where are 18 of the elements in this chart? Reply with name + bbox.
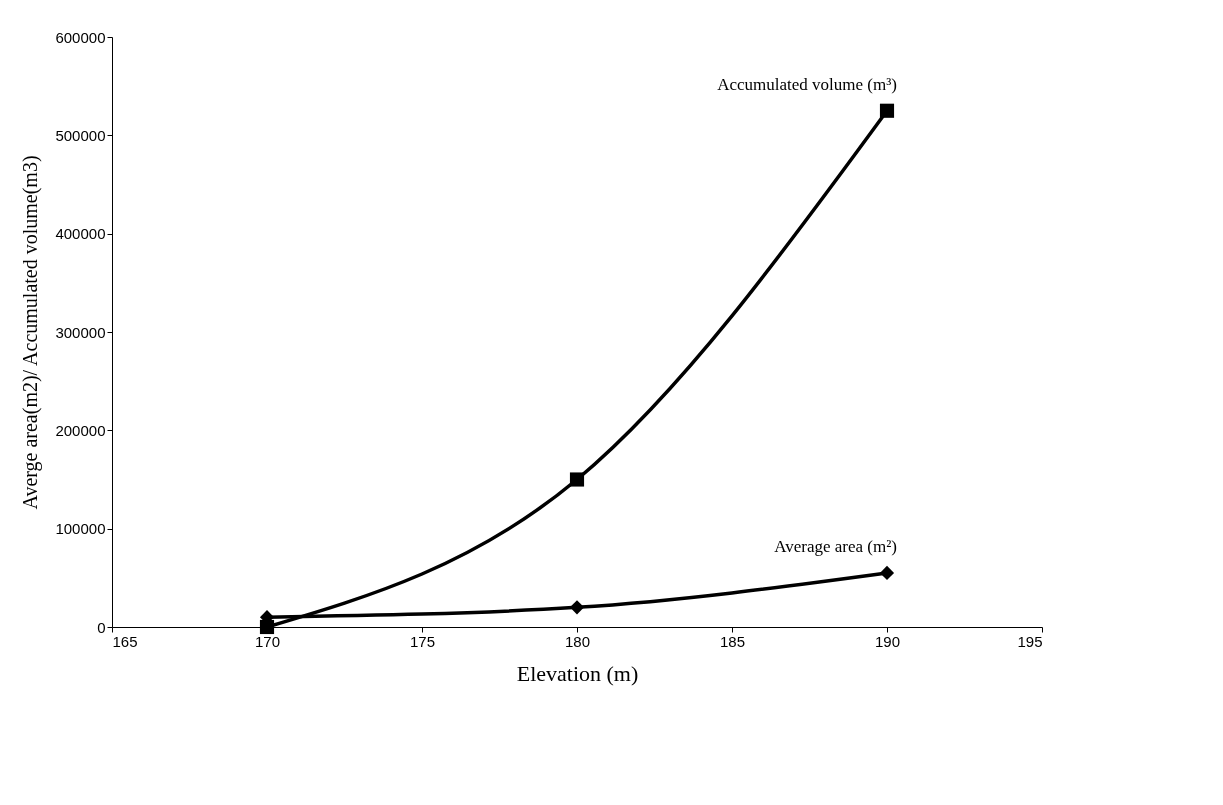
y-axis-title: Averge area(m2)/ Accumulated volume(m3): [19, 155, 43, 510]
x-tick-label: 190: [874, 632, 901, 650]
y-tick-label: 600000: [55, 28, 106, 46]
y-tick-label: 500000: [55, 126, 106, 144]
y-tick-label: 100000: [55, 520, 106, 538]
x-tick-label: 195: [1017, 632, 1043, 650]
annotation: Accumulated volume (m³): [717, 74, 897, 94]
x-tick-label: 165: [112, 632, 138, 650]
x-axis-title: Elevation (m): [516, 660, 639, 686]
x-tick-label: 180: [564, 632, 591, 650]
y-tick-label: 0: [97, 618, 106, 636]
y-tick-label: 400000: [55, 225, 106, 243]
x-tick-label: 175: [409, 632, 436, 650]
x-tick-label: 185: [719, 632, 746, 650]
y-tick-label: 300000: [55, 323, 106, 341]
annotation: Average area (m²): [774, 536, 897, 556]
y-tick-label: 200000: [55, 421, 106, 439]
x-tick-label: 170: [254, 632, 281, 650]
